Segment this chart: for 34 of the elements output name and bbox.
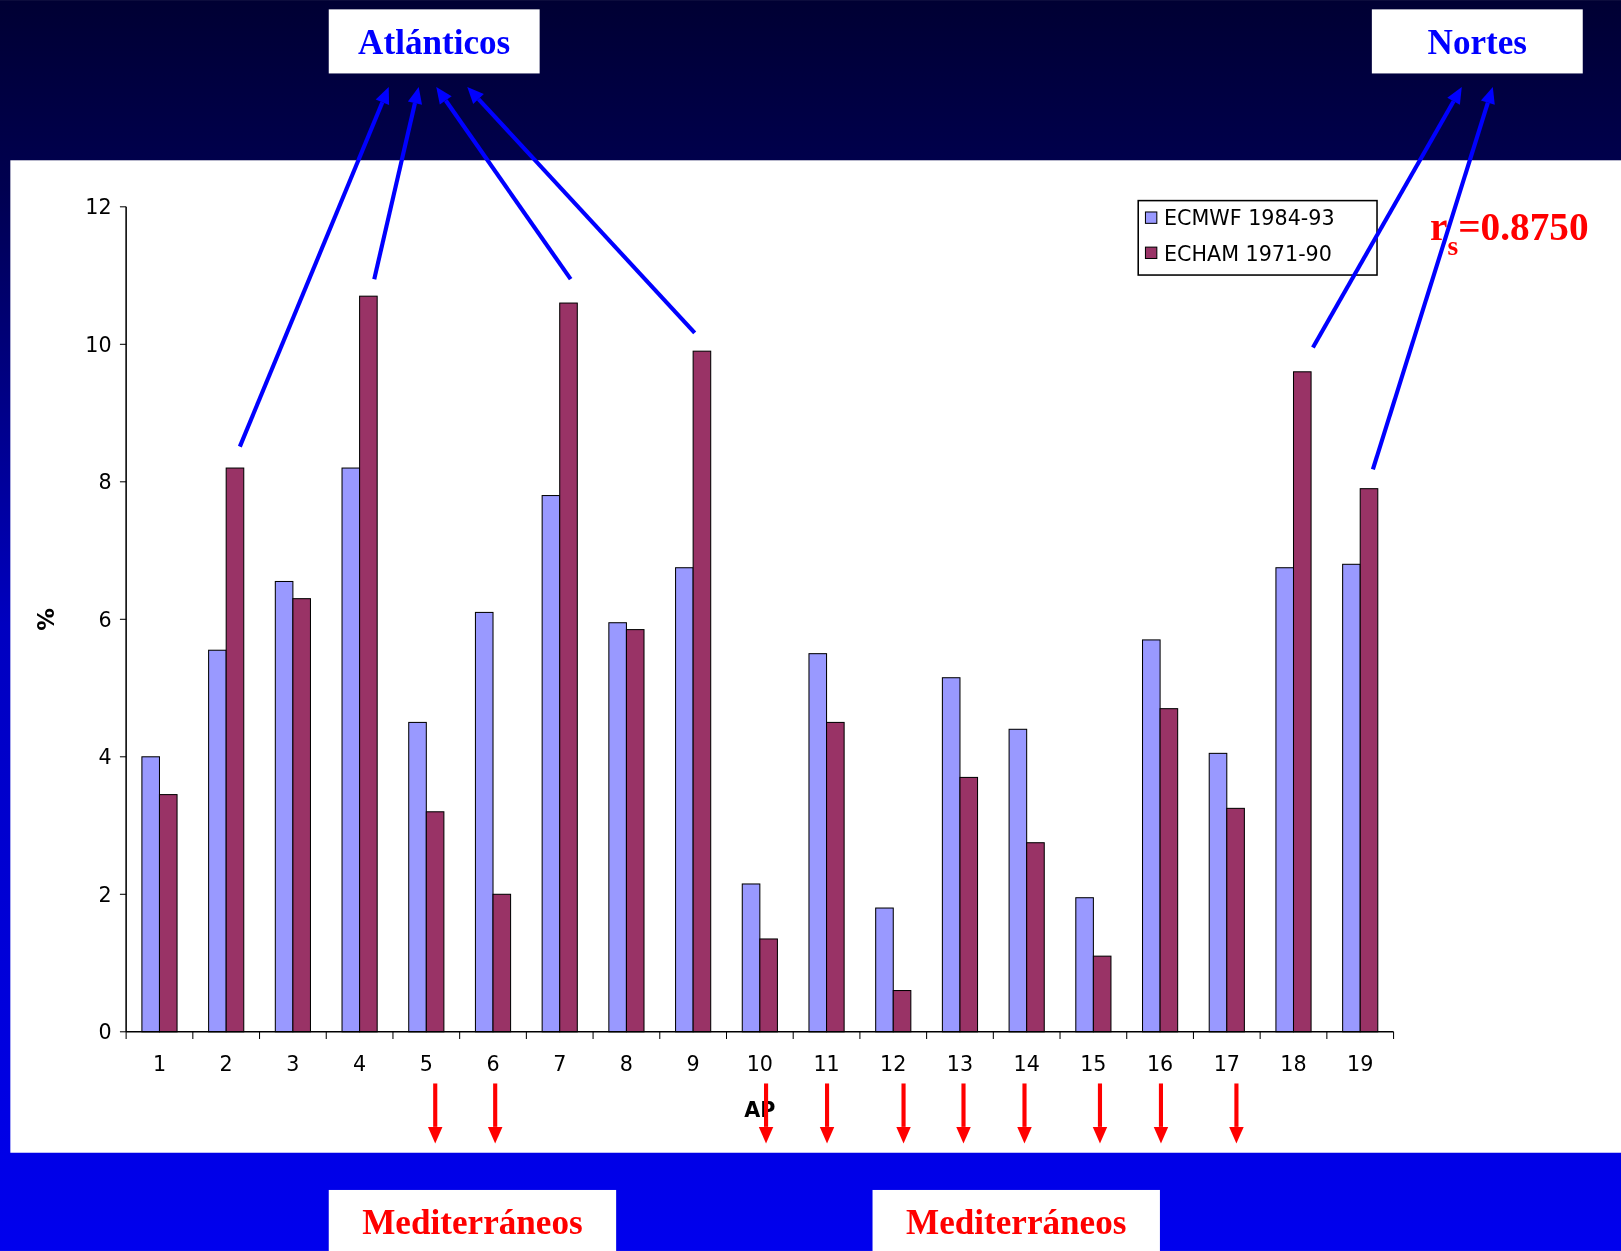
text: r$_{s}$=0.8750 [1430, 204, 1589, 261]
legend-label: ECHAM 1971-90 [1164, 241, 1332, 266]
x-tick-label: 19 [1347, 1052, 1374, 1077]
x-tick-label: 14 [1013, 1052, 1040, 1077]
text: Atlánticos [358, 22, 511, 62]
y-tick-label: 2 [98, 882, 112, 907]
x-tick-label: 1 [152, 1052, 167, 1077]
x-tick-label: 9 [686, 1052, 700, 1077]
x-tick-label: 5 [419, 1052, 433, 1077]
x-tick-label: 11 [813, 1052, 840, 1077]
x-tick-label: 15 [1080, 1052, 1107, 1077]
text: Mediterráneos [906, 1203, 1127, 1243]
x-tick-label: 2 [219, 1052, 233, 1077]
y-tick-label: 6 [98, 607, 112, 632]
y-tick-label: 10 [85, 332, 112, 357]
y-axis-title: % [32, 607, 59, 631]
y-tick-label: 0 [98, 1020, 112, 1045]
x-tick-label: 8 [619, 1052, 634, 1077]
x-tick-label: 12 [880, 1052, 907, 1077]
text: Mediterráneos [362, 1203, 583, 1243]
x-tick-label: 13 [946, 1052, 974, 1077]
text: Nortes [1427, 22, 1528, 62]
legend-label: ECMWF 1984-93 [1164, 206, 1335, 231]
x-tick-label: 18 [1280, 1052, 1307, 1077]
x-tick-label: 6 [486, 1052, 500, 1077]
x-tick-label: 16 [1146, 1052, 1174, 1077]
y-tick-label: 4 [98, 745, 112, 770]
x-tick-label: 7 [553, 1052, 567, 1077]
x-tick-label: 17 [1213, 1052, 1240, 1077]
y-tick-label: 12 [85, 195, 112, 220]
x-tick-label: 4 [353, 1052, 367, 1077]
x-tick-label: 3 [286, 1052, 300, 1077]
y-tick-label: 8 [98, 470, 112, 495]
x-tick-label: 10 [746, 1052, 773, 1077]
